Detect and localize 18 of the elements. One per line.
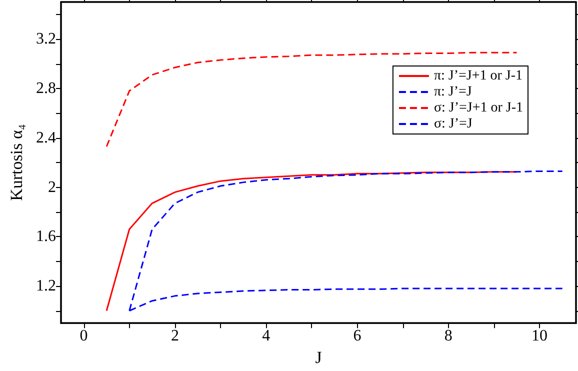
legend-label: σ: J’=J <box>434 116 473 132</box>
legend-label: σ: J’=J+1 or J-1 <box>434 100 524 116</box>
x-tick-label: 10 <box>532 328 548 345</box>
legend-label: π: J’=J <box>434 84 472 100</box>
y-tick-label: 1.2 <box>36 278 56 295</box>
y-tick-label: 2.4 <box>36 129 56 146</box>
x-tick-label: 4 <box>262 328 270 345</box>
x-tick-label: 8 <box>444 328 452 345</box>
x-tick-label: 6 <box>353 328 362 345</box>
y-tick-label: 1.6 <box>36 228 56 246</box>
y-tick-label: 2 <box>48 178 56 196</box>
y-tick-label: 2.8 <box>36 80 56 97</box>
legend-label: π: J’=J+1 or J-1 <box>434 68 523 84</box>
y-tick-label: 3.2 <box>36 30 56 48</box>
x-axis-title: J <box>315 348 322 367</box>
x-tick-label: 2 <box>170 328 179 345</box>
y-axis-title: Kurtosis α₄ <box>7 124 26 201</box>
x-tick-label: 0 <box>80 328 88 345</box>
